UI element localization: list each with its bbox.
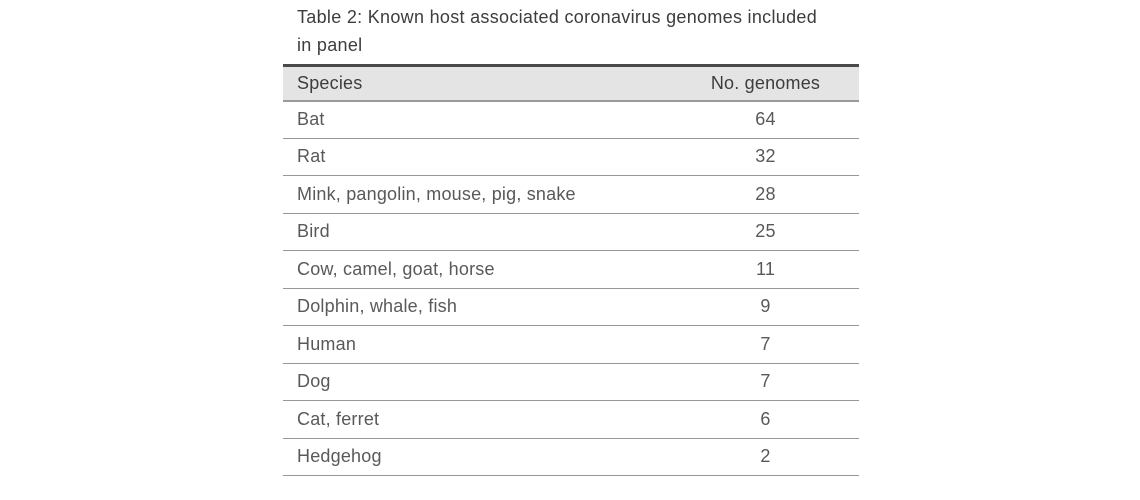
species-cell: Mink, pangolin, mouse, pig, snake xyxy=(283,175,672,214)
genomes-cell: 6 xyxy=(672,400,859,439)
table-body: Bat 64 Rat 32 Mink, pangolin, mouse, pig… xyxy=(283,100,859,476)
species-cell: Human xyxy=(283,325,672,364)
genomes-cell: 64 xyxy=(672,100,859,139)
species-cell: Dolphin, whale, fish xyxy=(283,288,672,326)
table-row: Cat, ferret 6 xyxy=(283,400,859,439)
species-cell: Dog xyxy=(283,363,672,401)
genomes-cell: 11 xyxy=(672,250,859,289)
species-cell: Cat, ferret xyxy=(283,400,672,439)
table-header-row: Species No. genomes xyxy=(283,65,859,102)
table-row: Human 7 xyxy=(283,325,859,364)
genomes-cell: 7 xyxy=(672,363,859,401)
table-row: Rat 32 xyxy=(283,138,859,176)
genomes-cell: 32 xyxy=(672,138,859,176)
column-header-species: Species xyxy=(283,65,672,102)
genomes-cell: 2 xyxy=(672,438,859,476)
genomes-cell: 28 xyxy=(672,175,859,214)
genomes-cell: 7 xyxy=(672,325,859,364)
table-row: Dog 7 xyxy=(283,363,859,401)
table-row: Cow, camel, goat, horse 11 xyxy=(283,250,859,289)
species-cell: Rat xyxy=(283,138,672,176)
column-header-genomes: No. genomes xyxy=(672,65,859,102)
species-cell: Bird xyxy=(283,213,672,251)
table-block: Table 2: Known host associated coronavir… xyxy=(283,3,859,476)
species-cell: Hedgehog xyxy=(283,438,672,476)
table-row: Hedgehog 2 xyxy=(283,438,859,476)
table-caption: Table 2: Known host associated coronavir… xyxy=(297,7,818,55)
species-cell: Cow, camel, goat, horse xyxy=(283,250,672,289)
genomes-cell: 9 xyxy=(672,288,859,326)
host-genomes-table: Species No. genomes Bat 64 Rat 32 Mink, … xyxy=(283,64,859,476)
table-row: Mink, pangolin, mouse, pig, snake 28 xyxy=(283,175,859,214)
table-row: Bird 25 xyxy=(283,213,859,251)
table-row: Dolphin, whale, fish 9 xyxy=(283,288,859,326)
table-header: Species No. genomes xyxy=(283,65,859,102)
species-cell: Bat xyxy=(283,100,672,139)
table-row: Bat 64 xyxy=(283,100,859,139)
genomes-cell: 25 xyxy=(672,213,859,251)
